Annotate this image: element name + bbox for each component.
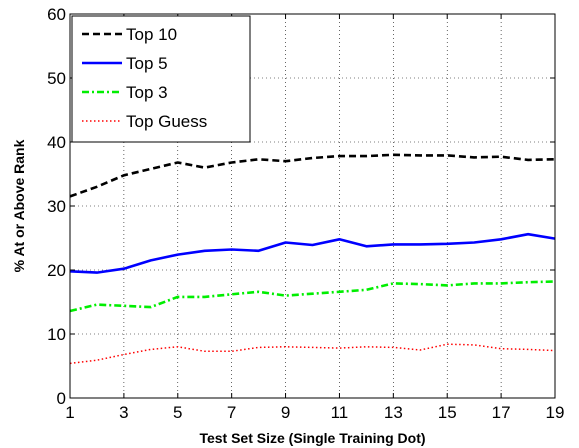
- x-tick-label: 13: [384, 403, 403, 422]
- x-tick-label: 7: [227, 403, 236, 422]
- y-tick-label: 10: [47, 325, 66, 344]
- series-line-3: [69, 280, 556, 313]
- x-tick-label: 9: [281, 403, 290, 422]
- legend-label: Top 3: [126, 83, 168, 102]
- series-line-1: [69, 153, 556, 198]
- legend-label: Top Guess: [126, 112, 207, 131]
- y-tick-label: 30: [47, 197, 66, 216]
- legend-label: Top 5: [126, 54, 168, 73]
- y-tick-label: 20: [47, 261, 66, 280]
- legend-box: [71, 15, 251, 143]
- x-tick-label: 19: [546, 403, 565, 422]
- x-tick-label: 15: [438, 403, 457, 422]
- series-line-4: [69, 343, 556, 365]
- legend: Top 10 Top 5 Top 3 Top Guess: [71, 15, 251, 143]
- x-tick-label: 17: [492, 403, 511, 422]
- y-tick-label: 40: [47, 133, 66, 152]
- series-line-2: [69, 232, 556, 274]
- y-tick-label: 60: [47, 5, 66, 24]
- legend-label: Top 10: [126, 25, 177, 44]
- y-tick-label: 0: [57, 389, 66, 408]
- x-tick-label: 5: [173, 403, 182, 422]
- series-lines: [69, 153, 556, 365]
- x-tick-label: 11: [331, 403, 349, 422]
- y-tick-label: 50: [47, 69, 66, 88]
- x-tick-label: 1: [65, 403, 74, 422]
- y-axis-label: % At or Above Rank: [11, 139, 27, 272]
- x-axis-label: Test Set Size (Single Training Dot): [199, 430, 425, 446]
- x-tick-label: 3: [119, 403, 128, 422]
